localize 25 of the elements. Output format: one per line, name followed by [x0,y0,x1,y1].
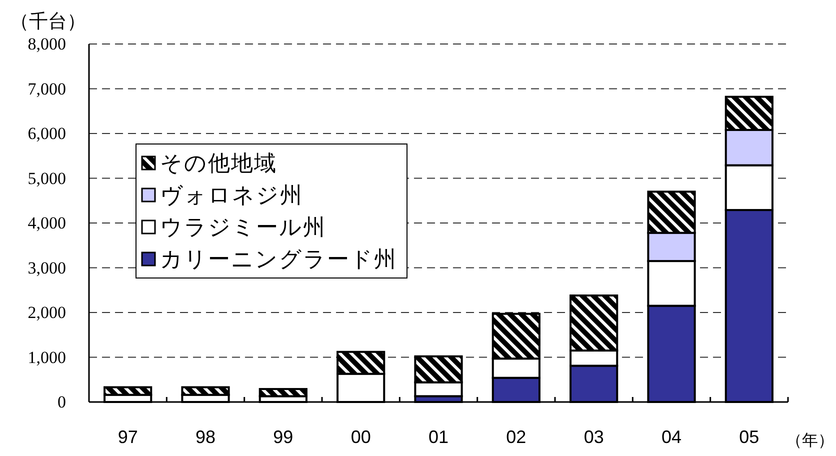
y-tick-label: 4,000 [28,214,66,232]
y-tick-label: 1,000 [28,348,66,367]
x-tick-label: 04 [661,427,682,447]
x-tick-label: 02 [506,427,526,447]
legend-label: ウラジミール州 [160,214,326,240]
y-tick-label: 7,000 [28,79,66,98]
x-tick-label: 05 [739,427,760,447]
legend-label: カリーニングラード州 [160,246,397,272]
x-tick-label: 03 [584,427,604,447]
y-tick-label: 5,000 [28,168,66,188]
x-tick-label: 98 [195,427,216,447]
x-axis-title: （年） [786,432,834,450]
legend-label: ヴォロネジ州 [160,182,303,208]
x-tick-label: 99 [273,427,294,447]
x-tick-label: 00 [350,427,371,447]
y-tick-label: 3,000 [28,258,66,278]
y-tick-label: 6,000 [28,124,66,143]
y-tick-label: 2,000 [28,303,66,322]
x-tick-label: 97 [118,427,138,447]
y-tick-label: 8,000 [28,34,66,54]
legend-label: その他地域 [160,150,277,176]
bar [258,388,308,398]
x-tick-label: 01 [428,427,449,447]
y-tick-label: 0 [58,392,66,412]
y-axis-title: （千台） [10,12,86,32]
